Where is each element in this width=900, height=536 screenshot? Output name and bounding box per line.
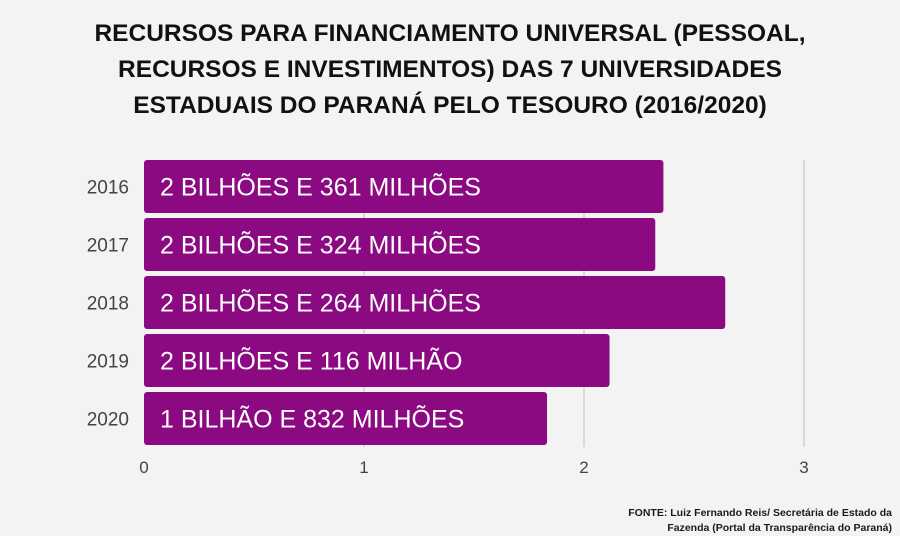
y-category-label: 2020 <box>87 410 129 431</box>
y-category-label: 2016 <box>87 178 129 199</box>
bar-value-label: 2 BILHÕES E 361 MILHÕES <box>160 173 481 202</box>
y-category-label: 2019 <box>87 352 129 373</box>
chart-title-line-2: RECURSOS E INVESTIMENTOS) DAS 7 UNIVERSI… <box>118 56 782 83</box>
x-tick-label: 0 <box>139 458 148 477</box>
bar-value-label: 2 BILHÕES E 324 MILHÕES <box>160 231 481 260</box>
bar-value-label: 2 BILHÕES E 264 MILHÕES <box>160 289 481 318</box>
bar-value-label: 1 BILHÃO E 832 MILHÕES <box>160 405 464 434</box>
y-category-label: 2017 <box>87 236 129 257</box>
bar-2016 <box>144 160 664 213</box>
bars <box>144 160 726 445</box>
chart-title: RECURSOS PARA FINANCIAMENTO UNIVERSAL (P… <box>20 16 880 124</box>
bar-value-label: 2 BILHÕES E 116 MILHÃO <box>160 347 462 376</box>
x-tick-label: 2 <box>579 458 588 477</box>
source-line-2: Fazenda (Portal da Transparência do Para… <box>667 522 892 534</box>
bar-2020 <box>144 392 548 445</box>
data-labels: 2 BILHÕES E 361 MILHÕES 2 BILHÕES E 324 M… <box>160 173 481 434</box>
bar-2019 <box>144 334 610 387</box>
source-note: FONTE: Luiz Fernando Reis/ Secretária de… <box>562 506 892 536</box>
x-tick-label: 1 <box>359 458 368 477</box>
y-category-label: 2018 <box>87 294 129 315</box>
chart-title-line-1: RECURSOS PARA FINANCIAMENTO UNIVERSAL (P… <box>94 20 806 47</box>
source-line-1: FONTE: Luiz Fernando Reis/ Secretária de… <box>628 507 892 519</box>
x-tick-label: 3 <box>799 458 808 477</box>
x-axis-ticks: 0 1 2 3 <box>139 458 808 477</box>
bar-2017 <box>144 218 656 271</box>
y-axis-categories: 2016 2017 2018 2019 2020 <box>87 178 129 431</box>
bar-2018 <box>144 276 726 329</box>
chart-title-line-3: ESTADUAIS DO PARANÁ PELO TESOURO (2016/2… <box>133 92 767 119</box>
